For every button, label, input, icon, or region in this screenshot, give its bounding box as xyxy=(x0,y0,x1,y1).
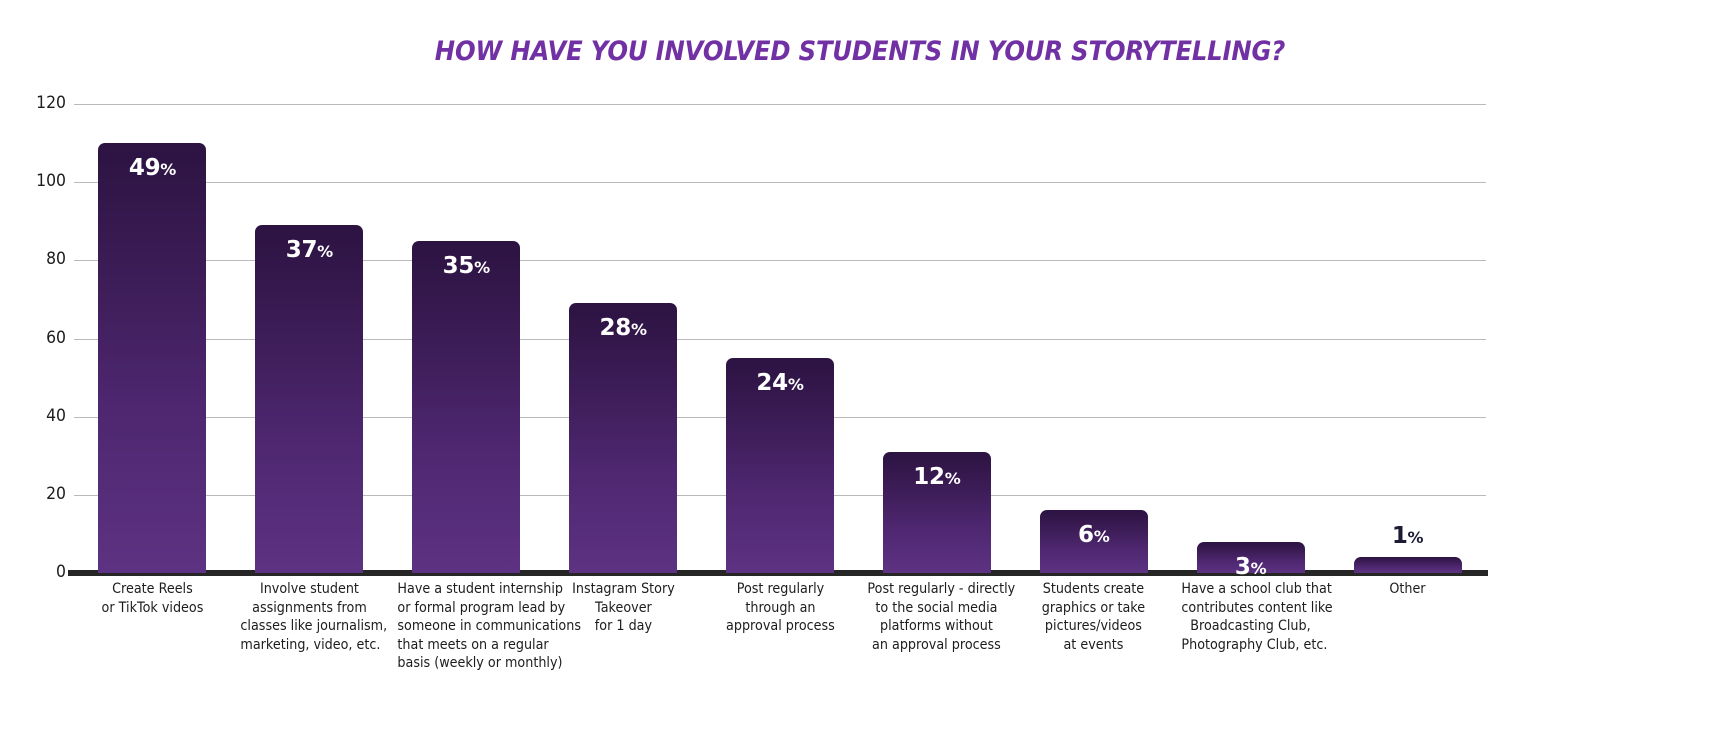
y-tick-label: 100 xyxy=(36,171,66,192)
x-category-line: someone in communications xyxy=(397,618,581,634)
x-category-line: Broadcasting Club, xyxy=(1190,618,1311,634)
bar-column[interactable]: 1% xyxy=(1353,523,1462,573)
x-category-line: classes like journalism, xyxy=(240,618,388,634)
x-category-line: graphics or take xyxy=(1042,599,1146,616)
x-category-label: Post regularly through an approval process xyxy=(711,580,849,636)
bar-column[interactable]: 12% xyxy=(882,451,991,573)
bar-column[interactable]: 37% xyxy=(255,225,364,573)
x-category-line: or formal program lead by xyxy=(397,599,566,616)
gridline xyxy=(74,182,1486,184)
x-category-line: pictures/videos xyxy=(1045,618,1143,634)
x-category-label: Have a student internship or formal progr… xyxy=(397,580,581,673)
bar[interactable]: 35% xyxy=(412,240,521,573)
x-category-line: basis (weekly or monthly) xyxy=(397,655,563,671)
x-category-line: Post regularly - directly xyxy=(867,581,1016,597)
x-category-label: Create Reels or TikTok videos xyxy=(83,580,221,617)
x-category-line: Instagram Story xyxy=(571,581,675,597)
x-category-line: approval process xyxy=(725,618,835,634)
x-category-line: to the social media xyxy=(875,599,998,616)
bar-value-label: 3% xyxy=(1234,553,1267,580)
gridline xyxy=(74,338,1486,340)
x-category-line: Takeover xyxy=(594,599,652,616)
y-tick-label: 20 xyxy=(46,483,66,504)
bar-column[interactable]: 28% xyxy=(569,303,678,573)
gridline xyxy=(74,104,1486,105)
x-category-label: Involve student assignments from classes l… xyxy=(240,580,388,654)
x-category-line: Have a school club that xyxy=(1181,581,1333,597)
x-category-line: platforms without xyxy=(880,618,994,634)
x-category-line: Photography Club, etc. xyxy=(1181,636,1328,653)
x-category-line: through an xyxy=(744,599,816,616)
bar-value-label: 35% xyxy=(442,252,490,279)
y-tick-label: 40 xyxy=(46,405,66,426)
bar[interactable]: 49% xyxy=(98,143,207,573)
bar-column[interactable]: 24% xyxy=(726,358,834,573)
chart-title: HOW HAVE YOU INVOLVED STUDENTS IN YOUR S… xyxy=(434,36,1286,67)
bar-column[interactable]: 6% xyxy=(1039,510,1148,573)
bar-column[interactable]: 49% xyxy=(98,143,207,573)
gridline xyxy=(74,260,1486,262)
bar-value-label: 24% xyxy=(756,370,804,397)
y-tick-label: 0 xyxy=(56,562,66,582)
x-category-label: Other xyxy=(1339,580,1477,599)
x-category-line: or TikTok videos xyxy=(101,599,204,616)
bar-column[interactable]: 35% xyxy=(412,240,521,573)
bar[interactable]: 24% xyxy=(726,358,834,573)
x-category-line: Students create xyxy=(1043,581,1145,597)
bar-value-label: 12% xyxy=(913,463,961,490)
x-category-line: Other xyxy=(1389,581,1426,597)
x-category-line: an approval process xyxy=(872,636,1002,653)
x-category-label: Students create graphics or take pictures/… xyxy=(1025,580,1163,654)
bar-value-label: 37% xyxy=(285,237,333,264)
x-category-line: Involve student xyxy=(259,581,359,597)
x-category-line: Create Reels xyxy=(112,581,193,597)
x-category-label: Have a school club that contributes conte… xyxy=(1181,580,1333,654)
bar[interactable]: 37% xyxy=(255,225,364,573)
x-axis-line xyxy=(68,570,1488,576)
bar[interactable]: 6% xyxy=(1039,510,1148,573)
x-category-line: marketing, video, etc. xyxy=(240,636,381,653)
y-tick-label: 80 xyxy=(46,249,66,270)
bar[interactable]: 3% xyxy=(1196,541,1305,580)
y-tick-label: 120 xyxy=(36,93,66,113)
bar[interactable]: 28% xyxy=(569,303,678,573)
x-category-label: Post regularly - directly to the social m… xyxy=(867,580,1016,654)
bar[interactable]: 1% xyxy=(1353,523,1462,573)
bar-value-label: 28% xyxy=(599,315,647,342)
x-category-line: at events xyxy=(1063,636,1124,653)
x-category-line: Post regularly xyxy=(736,581,824,597)
y-tick-label: 60 xyxy=(46,327,66,348)
x-category-line: for 1 day xyxy=(594,618,652,634)
x-category-line: assignments from xyxy=(252,599,367,616)
x-category-line: contributes content like xyxy=(1181,599,1333,616)
x-category-line: that meets on a regular xyxy=(397,636,549,653)
bar-column[interactable]: 3% xyxy=(1196,541,1305,580)
x-category-label: Instagram Story Takeover for 1 day xyxy=(554,580,692,636)
bar-value-label: 1% xyxy=(1391,523,1424,550)
x-category-line: Have a student internship xyxy=(397,581,563,597)
bar[interactable]: 12% xyxy=(882,451,991,573)
bar-value-label: 6% xyxy=(1078,522,1110,549)
bar-value-label: 49% xyxy=(128,155,177,182)
